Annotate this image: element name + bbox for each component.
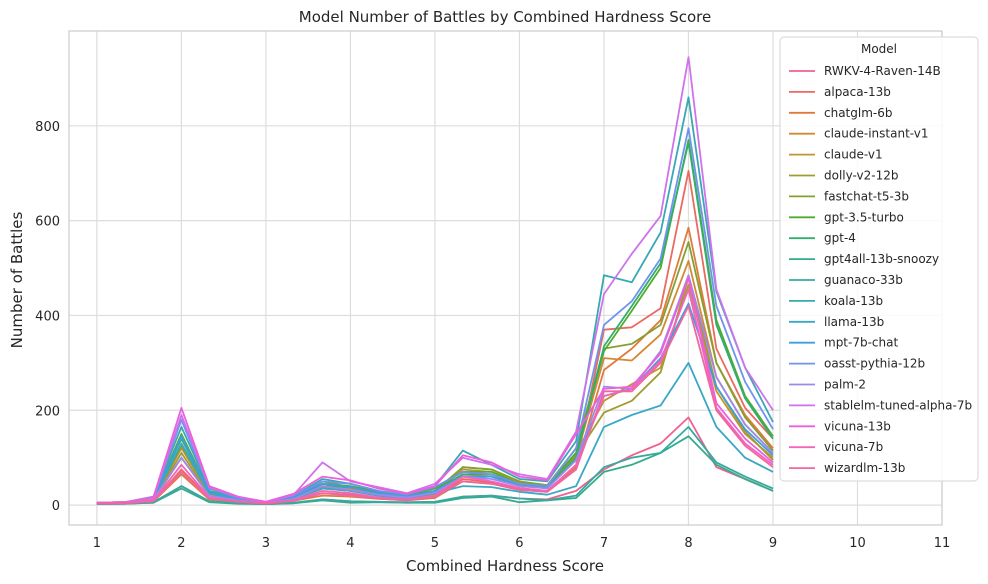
x-tick-label: 7 [600, 536, 608, 551]
y-tick-labels: 0 200 400 600 800 [35, 120, 60, 514]
y-tick-label: 800 [35, 120, 60, 135]
legend-label: palm-2 [824, 378, 866, 392]
x-axis-label: Combined Hardness Score [406, 557, 604, 575]
legend-label: gpt-3.5-turbo [824, 210, 904, 224]
legend-label: stablelm-tuned-alpha-7b [824, 398, 972, 412]
legend-title: Model [861, 42, 897, 56]
series-line [96, 305, 774, 505]
x-tick-labels: 1 2 3 4 5 6 7 8 9 10 11 [93, 536, 951, 551]
series-lines [96, 56, 774, 506]
y-tick-label: 200 [35, 404, 60, 419]
legend-items: RWKV-4-Raven-14B alpaca-13b chatglm-6b clau… [789, 64, 972, 475]
legend-label: koala-13b [824, 294, 883, 308]
series-line [96, 425, 774, 506]
legend-label: RWKV-4-Raven-14B [824, 64, 941, 78]
legend-label: guanaco-33b [824, 273, 903, 287]
y-axis-label: Number of Battles [8, 211, 26, 348]
series-line [96, 56, 774, 504]
series-line [96, 276, 774, 504]
legend-label: gpt4all-13b-snoozy [824, 252, 939, 266]
legend-label: mpt-7b-chat [824, 336, 898, 350]
x-tick-label: 11 [934, 536, 951, 551]
legend-label: alpaca-13b [824, 85, 891, 99]
legend-label: llama-13b [824, 315, 884, 329]
legend-label: chatglm-6b [824, 106, 892, 120]
x-tick-label: 8 [684, 536, 692, 551]
legend: Model RWKV-4-Raven-14B alpaca-13b chatglm-… [779, 36, 979, 482]
legend-label: vicuna-13b [824, 419, 891, 433]
x-tick-label: 4 [346, 536, 354, 551]
legend-label: claude-v1 [824, 148, 883, 162]
x-tick-label: 1 [93, 536, 101, 551]
x-tick-label: 9 [769, 536, 777, 551]
y-tick-label: 0 [52, 499, 60, 514]
series-line [96, 127, 774, 504]
legend-label: oasst-pythia-12b [824, 357, 925, 371]
x-tick-label: 10 [849, 536, 866, 551]
legend-label: gpt-4 [824, 231, 856, 245]
legend-label: claude-instant-v1 [824, 127, 929, 141]
legend-label: vicuna-7b [824, 440, 883, 454]
y-tick-label: 600 [35, 215, 60, 230]
chart-title: Model Number of Battles by Combined Hard… [299, 8, 711, 26]
y-tick-label: 400 [35, 309, 60, 324]
x-tick-label: 6 [515, 536, 523, 551]
legend-frame [779, 36, 979, 482]
legend-label: wizardlm-13b [824, 461, 905, 475]
x-tick-label: 3 [262, 536, 270, 551]
x-tick-label: 5 [431, 536, 439, 551]
legend-label: fastchat-t5-3b [824, 189, 909, 203]
legend-label: dolly-v2-12b [824, 169, 898, 183]
x-tick-label: 2 [177, 536, 185, 551]
